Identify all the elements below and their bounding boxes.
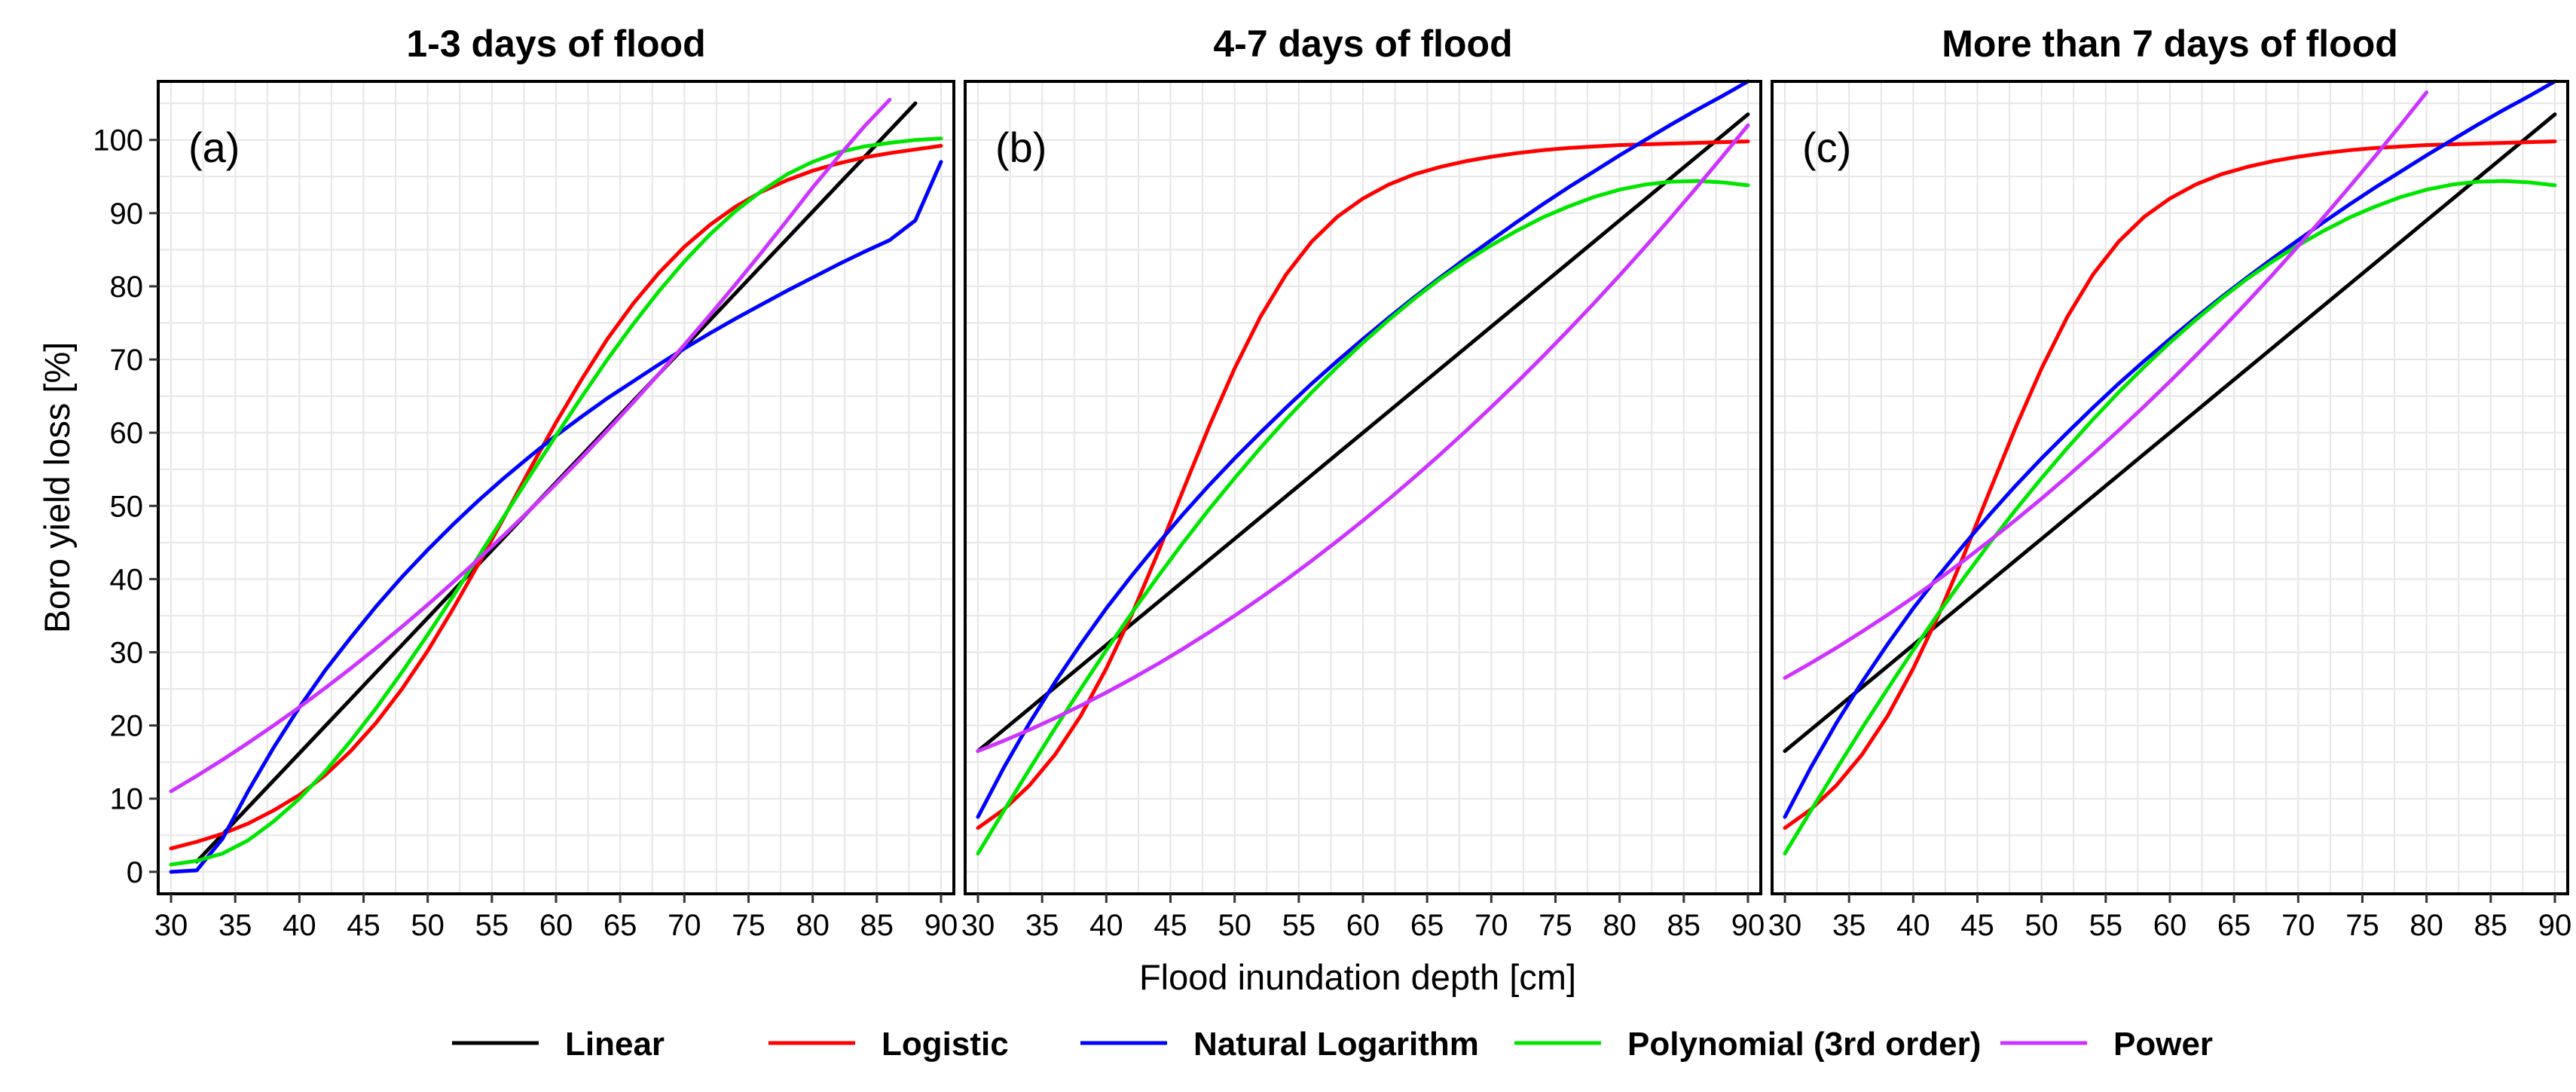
panel-2-x-tick-label: 90 — [1731, 909, 1765, 942]
panel-1-title: 1-3 days of flood — [406, 23, 705, 65]
panel-3-line-logistic — [1783, 139, 2557, 830]
panel-3-x-tick-label: 65 — [2217, 909, 2251, 942]
y-tick-label: 40 — [110, 563, 144, 596]
panel-3-x-tick-label: 70 — [2281, 909, 2315, 942]
y-tick-label: 20 — [110, 710, 144, 743]
panel-2-line-polynomial-3rd-order — [976, 179, 1750, 856]
panel-1-tag: (a) — [188, 124, 240, 171]
y-tick-label: 50 — [110, 490, 144, 523]
panel-3-line-polynomial-3rd-order — [1783, 179, 2557, 856]
panel-3-x-tick-label: 85 — [2474, 909, 2508, 942]
panel-2-line-natural-logarithm — [976, 79, 1750, 819]
panel-3-x-tick-label: 50 — [2024, 909, 2058, 942]
panel-2-x-tick-label: 70 — [1474, 909, 1508, 942]
panel-2-title: 4-7 days of flood — [1213, 23, 1512, 65]
panel-1-x-tick-label: 45 — [347, 909, 380, 942]
panel-2-x-tick-label: 60 — [1346, 909, 1380, 942]
legend-label-polynomial-3rd-order: Polynomial (3rd order) — [1627, 1026, 1981, 1063]
legend-label-natural-logarithm: Natural Logarithm — [1193, 1026, 1479, 1063]
y-tick-label: 60 — [110, 417, 144, 450]
y-axis-title: Boro yield loss [%] — [37, 342, 77, 634]
panel-2-line-power — [976, 123, 1750, 754]
panel-3-x-tick-label: 35 — [1832, 909, 1866, 942]
panel-2-x-tick-label: 85 — [1667, 909, 1701, 942]
panel-2-line-logistic — [976, 139, 1750, 830]
panel-2-x-tick-label: 30 — [961, 909, 995, 942]
y-tick-label: 70 — [110, 344, 144, 377]
panel-3-x-tick-label: 55 — [2089, 909, 2123, 942]
panel-1-line-power — [169, 97, 892, 794]
panel-1-x-tick-label: 40 — [283, 909, 316, 942]
panel-1-x-tick-label: 30 — [154, 909, 188, 942]
panel-3-x-tick-label: 60 — [2153, 909, 2187, 942]
panel-3-x-tick-label: 90 — [2538, 909, 2572, 942]
panel-3-x-tick-label: 40 — [1896, 909, 1930, 942]
panel-1-x-tick-label: 65 — [604, 909, 637, 942]
panel-2-x-tick-label: 50 — [1218, 909, 1251, 942]
panel-2-x-tick-label: 40 — [1089, 909, 1123, 942]
legend-label-linear: Linear — [565, 1026, 665, 1063]
panel-1-x-tick-label: 60 — [539, 909, 573, 942]
legend-label-logistic: Logistic — [882, 1026, 1009, 1063]
panel-3-x-tick-label: 80 — [2409, 909, 2443, 942]
panel-2-x-tick-label: 75 — [1539, 909, 1572, 942]
panel-1-x-tick-label: 35 — [218, 909, 252, 942]
panel-2-x-tick-label: 45 — [1154, 909, 1187, 942]
panel-2-line-linear — [976, 112, 1750, 754]
panel-3-line-natural-logarithm — [1783, 79, 2557, 819]
panel-2-x-tick-label: 80 — [1603, 909, 1636, 942]
x-axis-title: Flood inundation depth [cm] — [1139, 957, 1576, 997]
panel-2-tag: (b) — [995, 124, 1047, 171]
panel-2-x-tick-label: 55 — [1282, 909, 1316, 942]
panel-1-x-tick-label: 80 — [796, 909, 830, 942]
y-tick-label: 100 — [93, 124, 143, 158]
panel-3-x-tick-label: 75 — [2345, 909, 2379, 942]
y-tick-label: 10 — [110, 783, 144, 816]
y-tick-label: 0 — [127, 856, 143, 889]
panel-3-line-power — [1783, 90, 2429, 680]
panel-1-x-tick-label: 85 — [860, 909, 894, 942]
panel-1-x-tick-label: 55 — [475, 909, 509, 942]
panel-1-line-polynomial-3rd-order — [169, 136, 943, 867]
panel-1-x-tick-label: 50 — [411, 909, 445, 942]
panel-1-x-tick-label: 90 — [924, 909, 958, 942]
panel-3-title: More than 7 days of flood — [1942, 23, 2398, 65]
panel-2-x-tick-label: 65 — [1410, 909, 1444, 942]
y-tick-label: 80 — [110, 271, 144, 304]
y-tick-label: 30 — [110, 637, 144, 670]
panel-3-tag: (c) — [1802, 124, 1851, 171]
panel-1-x-tick-label: 70 — [668, 909, 701, 942]
panel-3-line-linear — [1783, 112, 2557, 754]
legend-label-power: Power — [2113, 1026, 2213, 1063]
panel-2-x-tick-label: 35 — [1025, 909, 1059, 942]
panel-1-line-logistic — [169, 144, 943, 851]
panel-1-x-tick-label: 75 — [732, 909, 765, 942]
panel-3-x-tick-label: 45 — [1960, 909, 1994, 942]
y-tick-label: 90 — [110, 197, 144, 231]
panel-3-x-tick-label: 30 — [1768, 909, 1802, 942]
